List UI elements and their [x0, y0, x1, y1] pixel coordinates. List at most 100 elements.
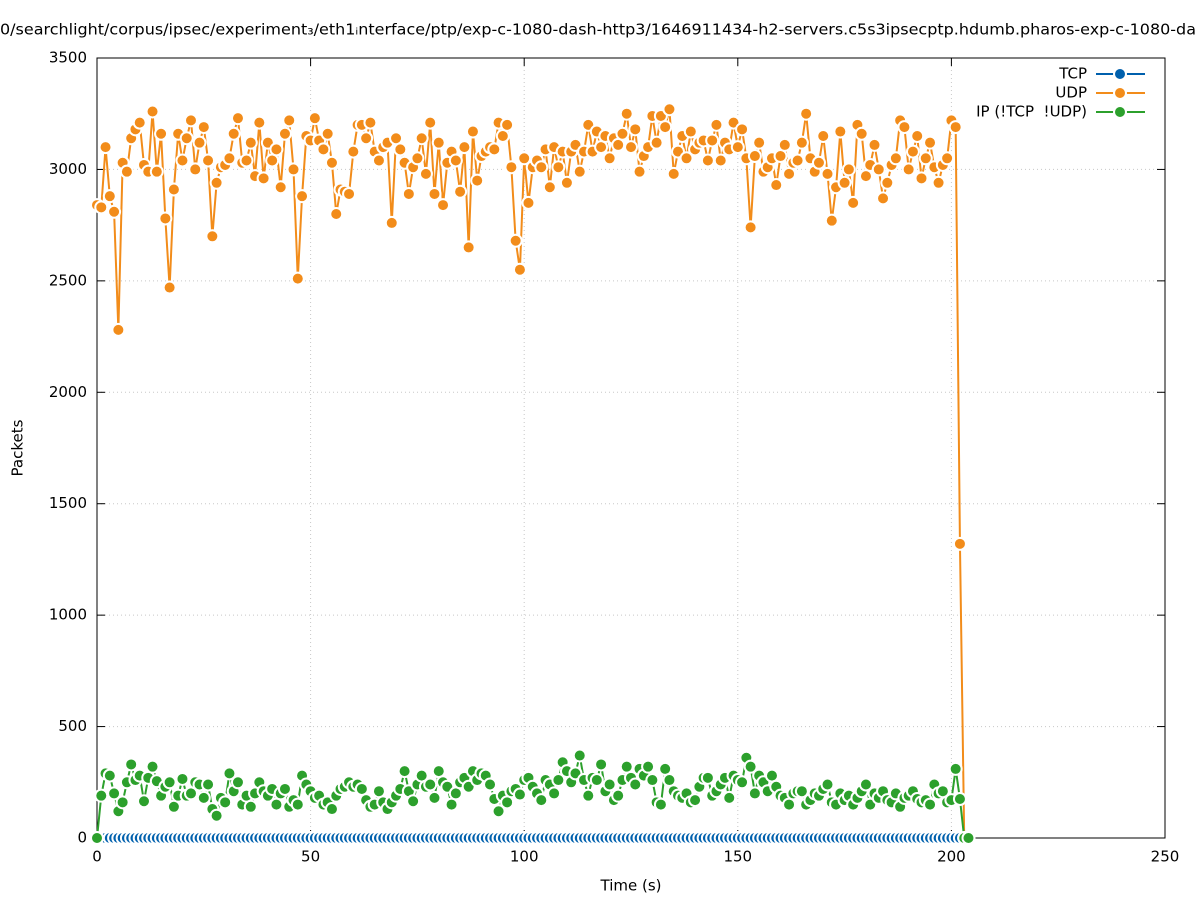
data-point: [709, 117, 724, 132]
data-point: [243, 135, 258, 150]
data-point: [342, 186, 357, 201]
data-point: [427, 186, 442, 201]
y-tick-label: 2500: [49, 271, 87, 289]
data-point: [628, 777, 643, 792]
data-point: [867, 137, 882, 152]
data-point: [905, 144, 920, 159]
legend-label: IP (!TCP !UDP): [976, 103, 1087, 121]
data-point: [542, 180, 557, 195]
data-point: [820, 777, 835, 792]
data-point: [418, 166, 433, 181]
data-point: [581, 788, 596, 803]
data-point: [572, 164, 587, 179]
data-point: [329, 207, 344, 221]
data-point: [897, 120, 912, 135]
legend-label: TCP: [1058, 65, 1087, 83]
data-point: [201, 153, 216, 168]
data-point: [282, 113, 297, 128]
data-point: [534, 793, 549, 808]
data-point: [500, 117, 515, 132]
data-point: [269, 142, 284, 157]
data-point: [94, 788, 109, 803]
data-point: [192, 135, 207, 150]
data-point: [196, 120, 211, 135]
data-point: [222, 766, 237, 781]
data-point: [448, 153, 463, 168]
data-point: [483, 777, 498, 792]
y-tick-label: 0: [77, 829, 87, 847]
data-point: [824, 213, 839, 228]
y-tick-label: 1000: [49, 606, 87, 624]
data-point: [175, 771, 190, 786]
y-tick-label: 3000: [49, 160, 87, 178]
data-point: [218, 795, 233, 810]
data-point: [98, 140, 113, 155]
data-point: [295, 189, 310, 204]
data-point: [132, 115, 147, 130]
data-point: [158, 211, 173, 226]
data-point: [115, 795, 130, 810]
y-tick-label: 3500: [49, 49, 87, 67]
data-point: [465, 124, 480, 139]
data-point: [931, 175, 946, 190]
data-point: [371, 153, 386, 168]
data-point: [205, 229, 220, 244]
data-point: [700, 770, 715, 785]
legend-marker: [1113, 105, 1127, 119]
data-point: [722, 790, 737, 805]
y-tick-label: 1500: [49, 494, 87, 512]
data-point: [209, 175, 224, 190]
data-point: [901, 162, 916, 177]
data-point: [743, 220, 758, 235]
data-point: [521, 195, 536, 210]
data-point: [559, 175, 574, 190]
data-point: [393, 142, 408, 157]
y-tick-label: 2000: [49, 383, 87, 401]
data-point: [833, 124, 848, 139]
data-point: [705, 133, 720, 148]
data-point: [551, 160, 566, 175]
data-point: [277, 126, 292, 141]
data-point: [410, 151, 425, 166]
data-point: [649, 135, 664, 150]
data-point: [188, 162, 203, 177]
data-point: [427, 790, 442, 805]
data-point: [320, 126, 335, 141]
data-point: [628, 122, 643, 137]
data-point: [662, 102, 677, 117]
data-point: [512, 787, 527, 802]
data-point: [183, 113, 198, 128]
data-point: [102, 768, 117, 783]
x-tick-label: 50: [301, 848, 320, 866]
data-point: [201, 777, 216, 792]
data-point: [837, 175, 852, 190]
data-point: [401, 186, 416, 201]
x-axis-label: Time (s): [600, 877, 662, 895]
legend-marker: [1113, 67, 1127, 81]
data-point: [397, 764, 412, 779]
data-point: [324, 802, 339, 817]
data-point: [811, 155, 826, 170]
data-point: [658, 120, 673, 135]
data-point: [307, 111, 322, 126]
data-point: [752, 135, 767, 150]
data-point: [107, 204, 122, 219]
data-point: [406, 794, 421, 809]
data-point: [961, 831, 976, 845]
data-point: [491, 804, 506, 819]
data-point: [747, 786, 762, 801]
data-point: [743, 759, 758, 774]
data-point: [119, 164, 134, 179]
data-point: [713, 153, 728, 168]
data-point: [423, 777, 438, 792]
data-point: [154, 126, 169, 141]
data-point: [777, 137, 792, 152]
data-point: [290, 271, 305, 286]
data-point: [952, 536, 967, 551]
data-point: [572, 748, 587, 763]
data-point: [111, 322, 126, 337]
data-point: [700, 153, 715, 168]
data-point: [799, 106, 814, 121]
data-point: [346, 144, 361, 159]
data-point: [876, 191, 891, 206]
